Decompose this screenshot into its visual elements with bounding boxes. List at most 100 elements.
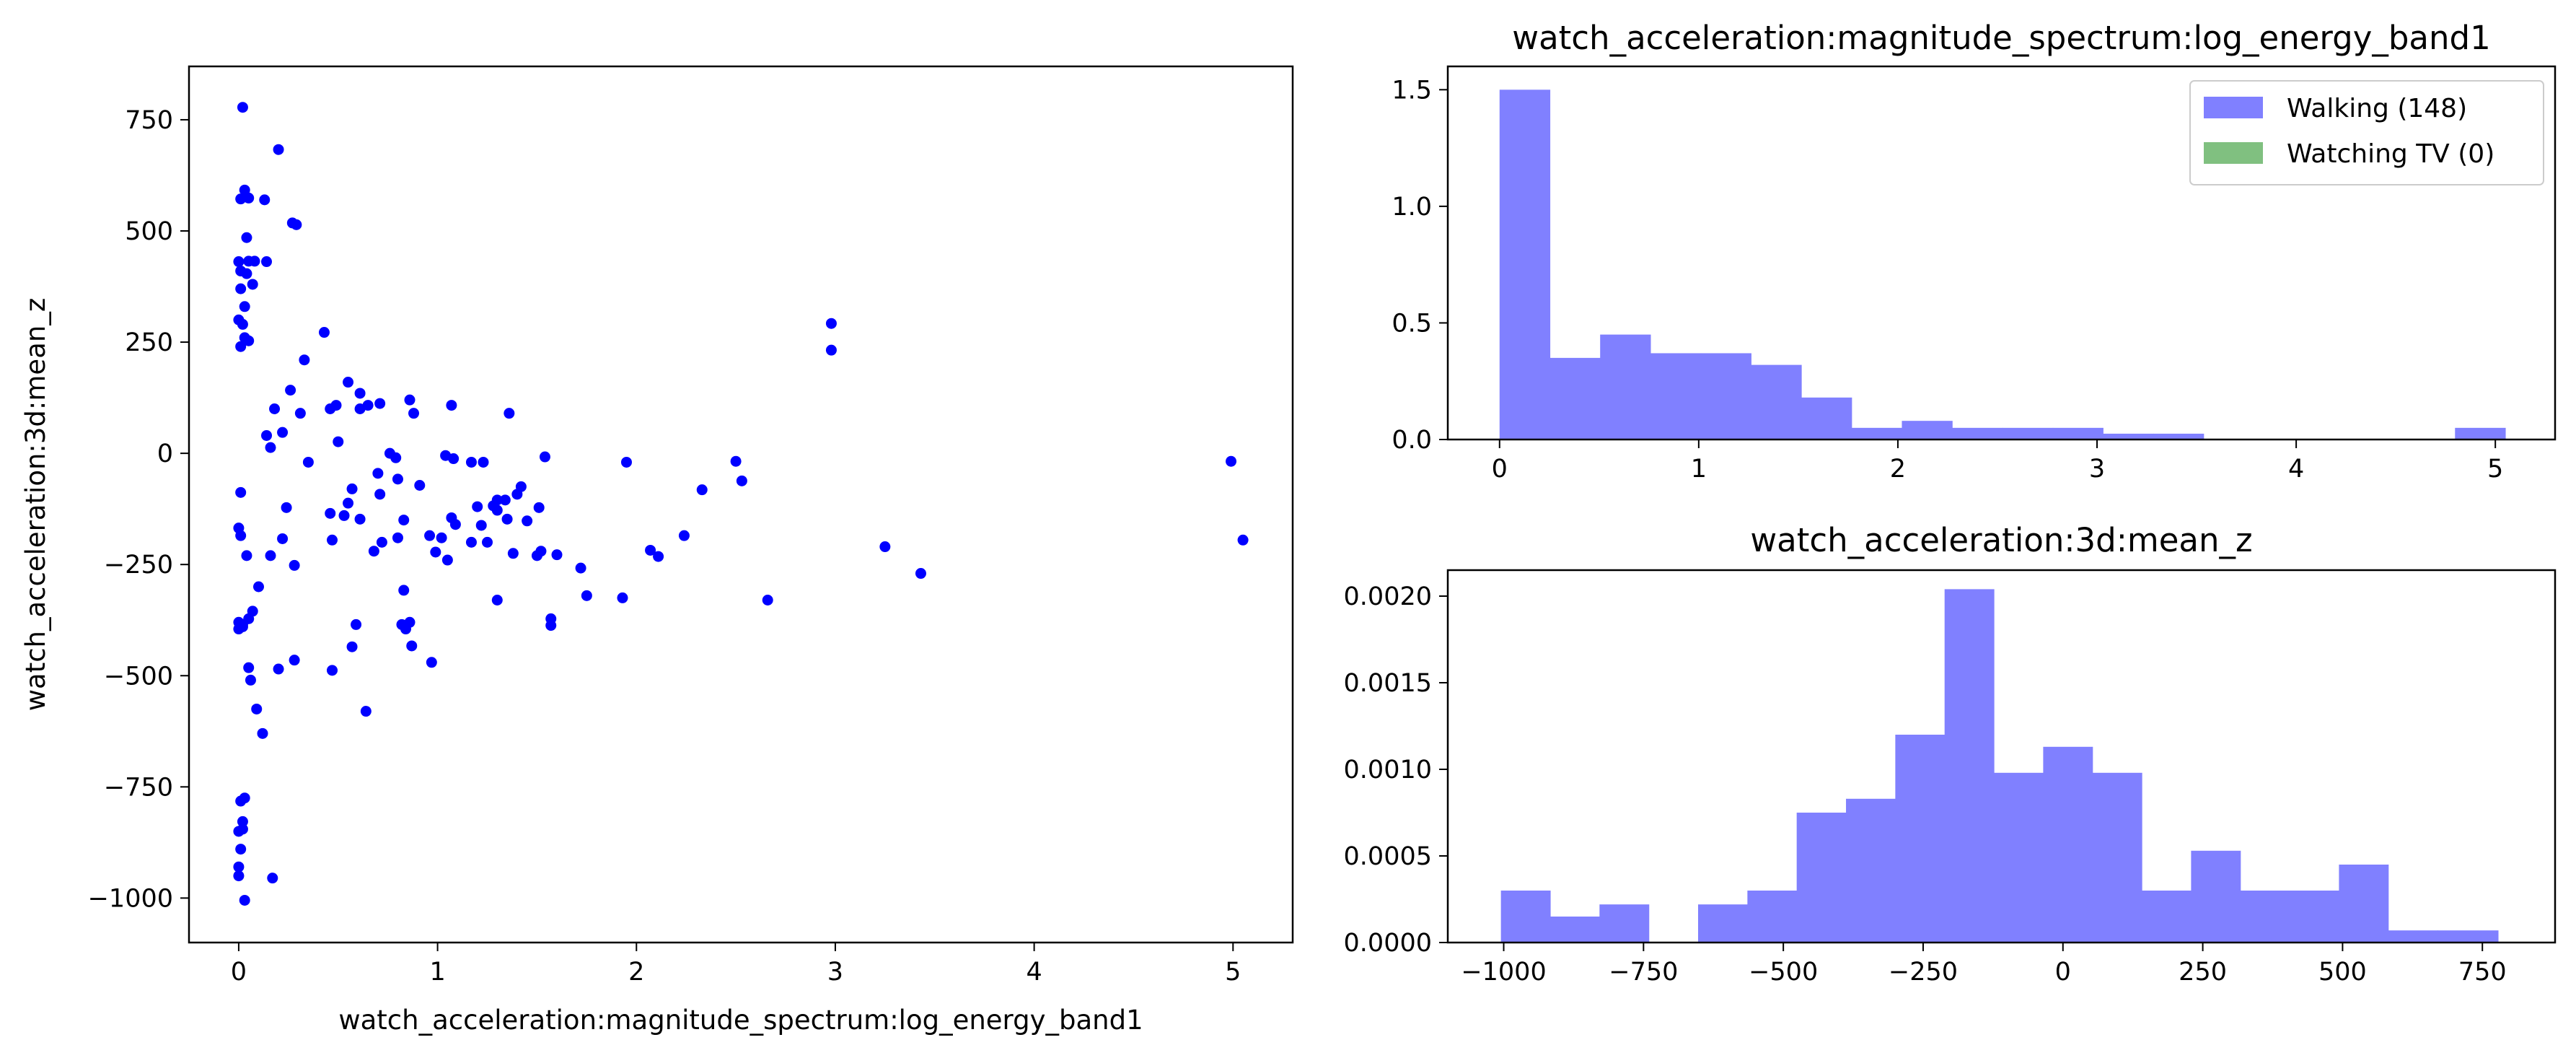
scatter-point: [259, 194, 271, 206]
scatter-point: [478, 456, 489, 468]
scatter-point: [653, 551, 664, 562]
scatter-point: [269, 403, 281, 415]
scatter-point: [343, 497, 354, 509]
scatter-y-axis-label: watch_acceleration:3d:mean_z: [20, 298, 51, 711]
hist-log-energy-bar: [2103, 433, 2154, 440]
hist-log-energy-bar: [1751, 364, 1802, 440]
scatter-point: [449, 519, 461, 530]
scatter-x-tick-label: 5: [1225, 958, 1241, 987]
hist-log-energy-bars: [1499, 89, 2506, 440]
scatter-point: [736, 475, 747, 486]
scatter-point: [338, 510, 350, 521]
scatter-point: [239, 184, 250, 196]
scatter-point: [398, 585, 410, 596]
scatter-point: [1226, 455, 1237, 467]
scatter-point: [441, 554, 453, 566]
scatter-point: [237, 823, 248, 835]
hist-mean-z-bar: [2043, 746, 2093, 943]
hist-log-energy-y-tick-label: 1.5: [1392, 76, 1432, 105]
hist-mean-z-bar: [2290, 891, 2340, 943]
scatter-point: [302, 456, 314, 468]
scatter-point: [237, 102, 248, 113]
scatter-point: [243, 662, 255, 673]
scatter-point: [239, 894, 250, 906]
hist-log-energy-x-tick-label: 3: [2089, 455, 2105, 484]
scatter-point: [491, 504, 503, 516]
hist-mean-z-ticks: −1000 −750 −500 −250 0 250 500 750 0.0000 0.0005 0…: [1344, 582, 2507, 987]
hist-mean-z-bar: [1747, 891, 1798, 943]
hist-log-energy-bar: [1952, 427, 2003, 440]
scatter-ticks: 0 1 2 3 4 5 −1000 −750 −500 −250 0 250 500 750: [88, 106, 1241, 987]
scatter-point: [511, 489, 523, 500]
hist-mean-z-x-tick-label: 750: [2458, 958, 2507, 987]
scatter-point: [273, 144, 284, 155]
scatter-point: [330, 400, 342, 411]
scatter-point: [343, 377, 354, 388]
legend-box: [2189, 80, 2544, 185]
scatter-point: [243, 335, 255, 346]
scatter-point: [247, 279, 258, 290]
hist-log-energy-x-tick-label: 4: [2288, 455, 2304, 484]
scatter-point: [235, 486, 247, 498]
legend-label-watching-tv: Watching TV (0): [2287, 139, 2494, 169]
scatter-point: [376, 536, 387, 548]
hist-mean-z-x-tick-label: −500: [1749, 958, 1818, 987]
scatter-point: [291, 219, 302, 230]
hist-log-energy-x-tick-label: 2: [1890, 455, 1906, 484]
scatter-point: [235, 283, 247, 294]
scatter-point: [325, 507, 336, 519]
hist-mean-z-y-tick-label: 0.0020: [1344, 582, 1432, 611]
hist-log-energy-y-tick-label: 0.0: [1392, 426, 1432, 455]
scatter-point: [762, 594, 773, 605]
scatter-point: [241, 232, 252, 243]
scatter-point: [575, 562, 586, 574]
scatter-point: [678, 530, 690, 541]
scatter-point: [241, 550, 252, 561]
legend-swatch-watching-tv: [2204, 142, 2263, 164]
legend: Walking (148) Watching TV (0): [2189, 80, 2544, 185]
hist-mean-z-bar: [1994, 772, 2044, 943]
scatter-point: [289, 559, 300, 571]
hist-mean-z-y-tick-label: 0.0010: [1344, 756, 1432, 784]
hist-log-energy-x-tick-label: 0: [1492, 455, 1508, 484]
scatter-point: [346, 483, 358, 494]
legend-swatch-walking: [2204, 97, 2263, 118]
scatter-point: [265, 550, 276, 561]
scatter-point: [404, 394, 416, 406]
scatter-x-tick-label: 2: [628, 958, 644, 987]
scatter-point: [551, 549, 563, 561]
scatter-point: [465, 536, 477, 548]
scatter-y-tick-label: −1000: [88, 884, 173, 913]
scatter-point: [392, 473, 403, 485]
hist-mean-z-x-tick-label: −1000: [1461, 958, 1546, 987]
scatter-point: [475, 520, 487, 531]
scatter-point: [233, 861, 245, 873]
scatter-point: [522, 515, 533, 527]
hist-log-energy-bar: [1700, 353, 1751, 440]
scatter-point: [501, 513, 513, 525]
scatter-point: [535, 546, 547, 557]
scatter-point: [277, 533, 289, 544]
scatter-point: [696, 484, 708, 496]
hist-mean-z-bar: [1698, 904, 1748, 943]
scatter-point: [235, 193, 247, 205]
scatter-point: [448, 453, 460, 465]
scatter-panel: 0 1 2 3 4 5 −1000 −750 −500 −250 0 250 500 750 watch_…: [20, 65, 1294, 1036]
scatter-point: [491, 594, 503, 605]
scatter-point: [533, 502, 545, 513]
scatter-point: [392, 532, 403, 543]
scatter-y-tick-label: 250: [125, 328, 173, 357]
scatter-point: [465, 456, 477, 468]
scatter-point: [406, 640, 418, 652]
scatter-point: [398, 515, 410, 526]
hist-mean-z-bar: [1796, 813, 1847, 943]
hist-mean-z-bar: [2191, 850, 2241, 943]
hist-log-energy-bar: [2455, 427, 2506, 440]
hist-mean-z-bar: [2339, 865, 2389, 943]
scatter-point: [233, 256, 245, 268]
scatter-point: [408, 408, 420, 419]
hist-log-energy-axes-frame: [1446, 65, 2557, 441]
scatter-point: [281, 502, 292, 513]
legend-label-walking: Walking (148): [2287, 94, 2467, 123]
